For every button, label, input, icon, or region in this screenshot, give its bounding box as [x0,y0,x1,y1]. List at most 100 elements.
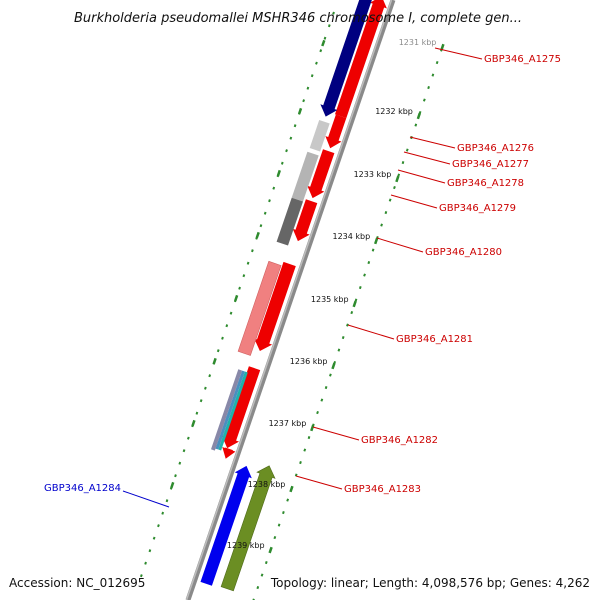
scale-dot [427,85,430,90]
scale-major-tick [276,169,281,177]
leader-line [434,47,483,60]
scale-dot [225,324,229,328]
scale-dot [195,411,199,415]
gene-label-gbp346-a1280[interactable]: GBP346_A1280 [425,247,502,258]
gene-label-gbp346-a1283[interactable]: GBP346_A1283 [344,484,421,495]
accession-text: Accession: NC_012695 [9,576,145,590]
scale-label: 1236 kbp [290,357,328,366]
leader-line [312,426,360,441]
scale-dot [397,173,401,177]
scale-dot [380,223,383,227]
scale-dot [350,310,354,315]
scale-dot [363,273,366,277]
gene-label-gbp346-a1282[interactable]: GBP346_A1282 [361,435,438,446]
gene-label-gbp346-a1277[interactable]: GBP346_A1277 [452,159,529,170]
cds-feature [221,366,261,449]
gene-label-gbp346-a1281[interactable]: GBP346_A1281 [396,334,473,345]
scale-dot [323,36,327,40]
cds-feature [222,447,236,459]
scale-dot [259,224,263,228]
scale-label: 1232 kbp [375,107,413,116]
scale-dot [332,11,335,15]
scale-dot [182,449,186,453]
map-title: Burkholderia pseudomallei MSHR346 chromo… [74,11,522,26]
scale-dot [294,473,298,477]
scale-dot [199,399,203,403]
scale-dot [393,185,396,190]
scale-dot [256,585,260,590]
scale-dot [272,186,276,190]
scale-dot [307,435,311,440]
scale-dot [152,536,156,540]
scale-dot [422,98,426,102]
scale-dot [161,511,165,515]
scale-major-tick [170,481,175,489]
gene-feature [291,151,319,202]
scale-dot [246,261,250,265]
scale-major-tick [268,546,273,554]
cds-feature [325,114,347,149]
scale-dot [388,198,392,202]
scale-major-tick [255,231,260,239]
scale-major-tick [331,362,336,370]
scale-label: 1233 kbp [354,170,392,179]
scale-major-tick [310,424,315,432]
feature-layer [185,0,396,600]
tick-layer [139,11,445,600]
backbone-highlight [185,0,393,600]
scale-major-tick [374,237,379,245]
leader-line [347,324,395,340]
scale-dot [264,560,268,565]
scale-dot [144,561,147,565]
scale-dot [174,474,177,478]
scale-dot [329,373,332,377]
scale-dot [384,210,388,215]
gene-feature [211,369,243,451]
scale-dot [358,285,362,290]
scale-dot [324,385,328,390]
leader-line [390,194,438,209]
scale-dot [371,248,375,252]
scale-major-tick [289,485,294,493]
scale-major-tick [352,300,357,308]
gene-label-gbp346-a1275[interactable]: GBP346_A1275 [484,54,561,65]
scale-dot [302,99,306,103]
gene-feature [215,370,245,450]
scale-dot [286,498,290,502]
leader-line [122,490,170,508]
scale-dot [238,286,241,290]
scale-dot [401,160,405,165]
scale-major-tick [212,357,217,365]
scale-major-tick [234,294,239,302]
scale-dot [229,311,233,315]
scale-dot [293,124,297,128]
scale-dot [242,274,246,278]
scale-dot [319,49,323,53]
scale-label: 1235 kbp [311,295,349,304]
gene-label-gbp346-a1276[interactable]: GBP346_A1276 [457,143,534,154]
scale-dot [341,335,345,340]
scale-major-tick [297,107,303,115]
scale-label: 1239 kbp [227,541,265,550]
scale-dot [405,148,409,152]
gene-label-gbp346-a1278[interactable]: GBP346_A1278 [447,178,524,189]
leader-line [409,136,456,149]
gene-label-gbp346-a1279[interactable]: GBP346_A1279 [439,203,516,214]
scale-dot [148,549,152,553]
scale-dot [285,149,288,153]
scale-dot [251,249,254,253]
scale-dot [221,336,224,340]
scale-label: 1234 kbp [332,232,370,241]
gene-label-gbp346-a1284[interactable]: GBP346_A1284 [44,483,121,494]
scale-dot [337,348,341,352]
scale-dot [204,386,207,390]
scale-dot [263,211,267,215]
leader-line [403,151,451,165]
scale-dot [280,161,284,165]
scale-dot [277,523,281,527]
leader-line [397,169,446,184]
gene-feature [276,197,303,246]
scale-dot [316,410,319,415]
scale-dot [208,374,212,378]
leader-line [295,475,343,490]
